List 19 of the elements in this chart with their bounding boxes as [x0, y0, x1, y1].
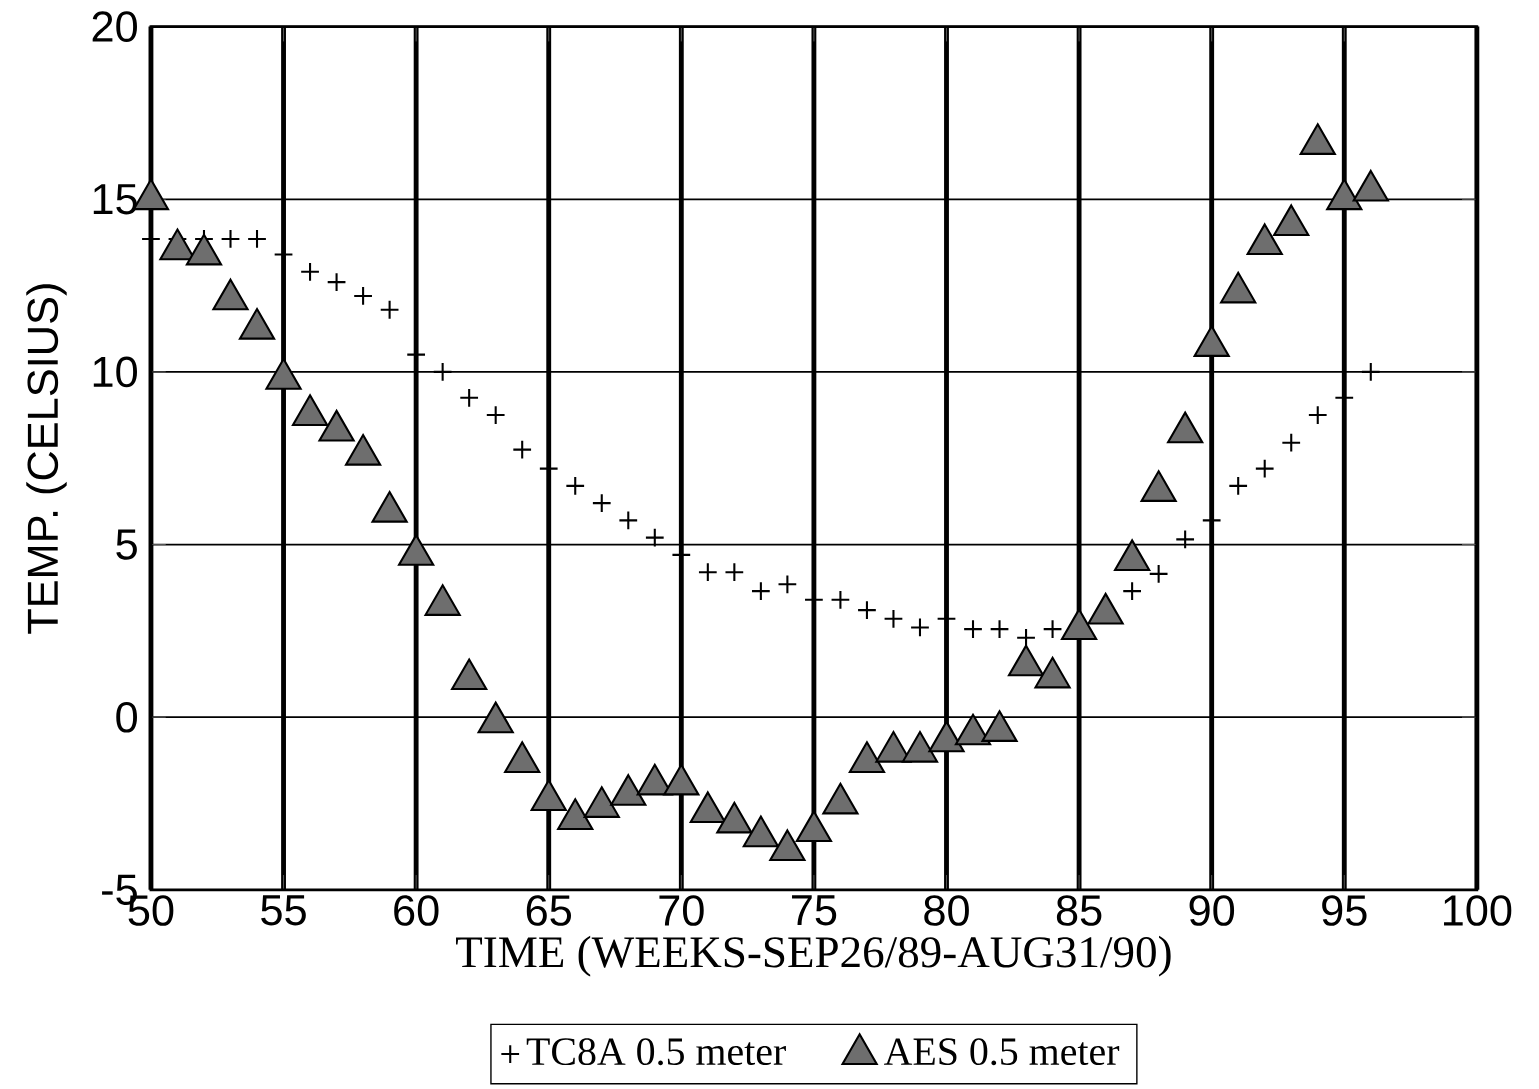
x-tick-label: 95	[1322, 895, 1367, 926]
y-tick-label: 20	[92, 11, 137, 42]
y-tick-label: 5	[116, 529, 137, 560]
x-tick-label: 80	[924, 895, 969, 926]
x-tick-label: 100	[1444, 895, 1512, 926]
x-tick-label: 85	[1056, 895, 1102, 926]
y-tick-label: 0	[116, 701, 137, 733]
y-tick-label: 15	[93, 184, 137, 215]
y-tick-label: 10	[93, 356, 137, 388]
x-tick-label: 65	[526, 895, 572, 926]
x-tick-label: 60	[394, 895, 439, 926]
x-tick-label: 90	[1189, 895, 1235, 926]
legend-label: AES 0.5 meter	[884, 1038, 1120, 1066]
x-tick-label: 55	[261, 895, 306, 926]
y-axis-title: TEMP. (CELSIUS)	[26, 284, 67, 634]
x-tick-label: 75	[792, 895, 837, 926]
x-axis-title: TIME (WEEKS-SEP26/89-AUG31/90)	[456, 935, 1171, 977]
x-tick-label: 70	[659, 895, 704, 926]
legend-label: TC8A 0.5 meter	[526, 1038, 786, 1066]
